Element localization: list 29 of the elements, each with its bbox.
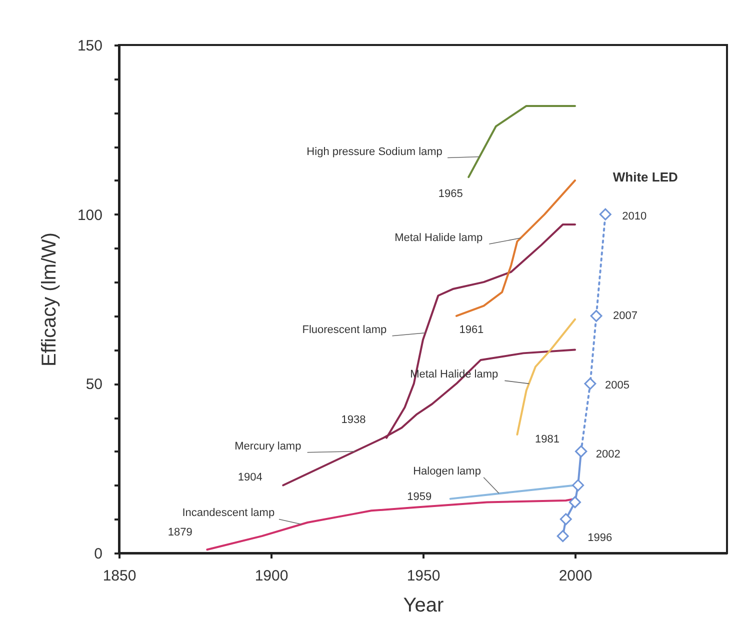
- annotation: 2007: [613, 310, 638, 322]
- annotation: Mercury lamp: [234, 440, 302, 452]
- annotation: 1879: [168, 526, 192, 539]
- annotation: Incandescent lamp: [182, 507, 275, 520]
- annotation: 1938: [341, 414, 366, 426]
- y-tick-label: 100: [77, 206, 102, 224]
- annotation: 1996: [588, 532, 612, 544]
- annotation: Metal Halide lamp: [394, 232, 483, 244]
- annotation: 1904: [238, 471, 262, 484]
- x-tick-label: 2000: [558, 568, 592, 584]
- x-tick-label: 1950: [406, 568, 440, 584]
- annotation: 1961: [459, 324, 484, 336]
- annotation: Halogen lamp: [413, 465, 481, 478]
- annotation: High pressure Sodium lamp: [306, 146, 442, 158]
- annotation: 1981: [535, 433, 560, 446]
- x-tick-label: 1850: [102, 568, 136, 584]
- annotation: 2005: [604, 380, 630, 392]
- annotation: 2010: [622, 210, 647, 222]
- x-tick-label: 1900: [254, 568, 288, 584]
- x-axis-title: Year: [403, 594, 444, 616]
- annotation: 2002: [596, 448, 620, 460]
- y-tick-label: 0: [94, 546, 102, 562]
- annotation: 1965: [438, 188, 463, 200]
- annotation: White LED: [612, 169, 678, 184]
- annotation: Fluorescent lamp: [302, 324, 387, 336]
- y-tick-label: 150: [77, 38, 102, 54]
- annotation: 1959: [407, 490, 432, 503]
- y-tick-label: 50: [86, 376, 102, 394]
- y-axis-title: Efficacy (lm/W): [38, 232, 60, 367]
